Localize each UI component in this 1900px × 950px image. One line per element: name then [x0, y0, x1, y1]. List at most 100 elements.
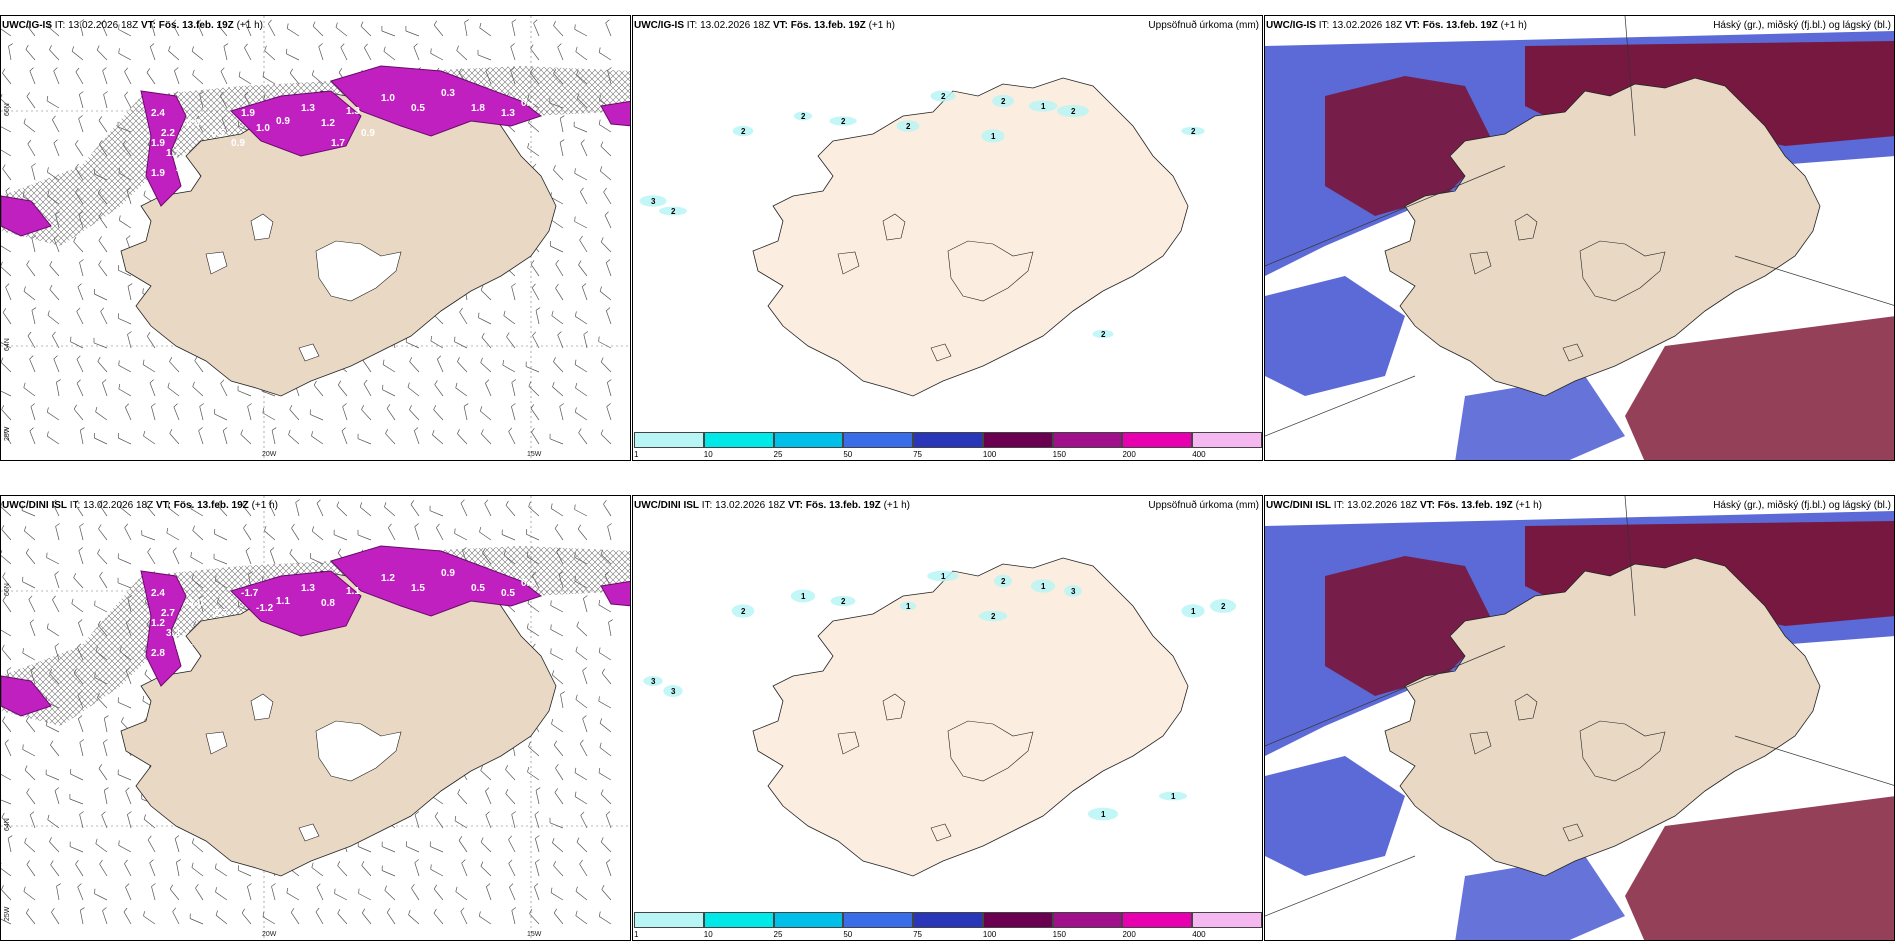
precip-patch	[732, 125, 754, 137]
wind-barb	[527, 143, 540, 157]
wind-barb	[582, 667, 588, 685]
precip-amount-label: 2	[1001, 577, 1006, 586]
wind-barb	[220, 379, 228, 397]
colorbar-tick-label: 75	[913, 930, 923, 939]
precip-value-label: 0.2	[521, 98, 535, 109]
precip-amount-label: 3	[671, 687, 676, 696]
precip-value-label: 2.2	[161, 128, 175, 139]
wind-barb	[528, 501, 540, 517]
wind-barb	[511, 907, 517, 925]
wind-barb	[598, 47, 612, 61]
wind-barb	[23, 286, 36, 301]
wind-barb	[549, 817, 564, 829]
wind-barb	[191, 838, 204, 853]
precip-blob	[330, 65, 543, 137]
glacier-outline	[1579, 720, 1666, 782]
wind-barb	[79, 19, 85, 37]
wind-barb	[1, 629, 12, 637]
wind-barb	[433, 908, 444, 925]
wind-barb	[574, 216, 588, 229]
wind-barb	[511, 19, 517, 37]
wind-barb	[217, 20, 228, 37]
wind-barb	[478, 312, 492, 325]
wind-barb	[429, 841, 444, 853]
wind-barb	[46, 431, 60, 445]
wind-barb	[598, 647, 612, 661]
wind-barb	[337, 908, 348, 925]
wind-barb	[172, 547, 180, 565]
wind-barb	[245, 547, 252, 565]
wind-barb	[525, 361, 540, 373]
wind-barb	[55, 523, 60, 541]
wind-barb	[506, 332, 516, 349]
wind-barb	[98, 524, 108, 541]
wind-barb	[429, 505, 444, 517]
precip-patch	[830, 595, 856, 607]
precip-amount-label: 2	[1001, 97, 1006, 106]
wind-barb	[117, 432, 132, 445]
wind-barb	[75, 139, 84, 157]
wind-barb	[149, 379, 156, 397]
precip-value-label: 1.0	[256, 123, 270, 134]
map-cloud-igis	[1265, 16, 1894, 460]
precip-value-label: -2.7	[211, 608, 229, 619]
wind-barb	[174, 835, 180, 853]
wind-barb	[76, 355, 84, 373]
wind-barb	[434, 812, 444, 829]
wind-barb	[553, 165, 564, 181]
panel-cloud-dini: UWC/DINI ISL IT: 13.02.2026 18Z VT: Fös.…	[1264, 495, 1895, 941]
wind-barb	[98, 116, 108, 133]
wind-barb	[103, 715, 109, 733]
colorbar-segment	[773, 912, 844, 928]
wind-barb	[167, 382, 180, 397]
wind-barb	[598, 696, 612, 709]
wind-barb	[505, 500, 516, 517]
wind-barb	[387, 523, 396, 541]
wind-barb	[147, 835, 156, 853]
wind-barb	[190, 552, 204, 565]
wind-barb	[169, 357, 180, 373]
precip-patch	[1158, 791, 1188, 801]
colorbar-tick-label: 200	[1122, 930, 1136, 939]
wind-barb	[457, 357, 468, 373]
precip-value-label: 2.4	[151, 588, 165, 599]
wind-barb	[77, 283, 84, 301]
wind-barb	[386, 908, 396, 925]
wind-barb	[79, 739, 85, 757]
wind-barb	[78, 91, 84, 109]
wind-barb	[147, 547, 156, 565]
wind-barb	[291, 523, 300, 541]
wind-barb	[71, 598, 84, 613]
wind-barb	[508, 859, 516, 877]
wind-barb	[599, 166, 612, 181]
wind-barb	[511, 811, 517, 829]
wind-barb	[78, 115, 84, 133]
wind-barb	[190, 503, 204, 517]
wind-barb	[505, 788, 516, 805]
wind-barb	[102, 379, 108, 397]
wind-barb	[51, 907, 60, 925]
wind-barb	[217, 500, 228, 517]
wind-barb	[405, 841, 420, 853]
wind-barb	[78, 547, 84, 565]
wind-barb	[533, 19, 540, 37]
wind-barb	[223, 43, 229, 61]
wind-barb	[289, 68, 300, 85]
wind-barb	[485, 787, 492, 805]
wind-barb	[385, 429, 396, 445]
wind-barb	[534, 811, 540, 829]
wind-barb	[535, 859, 540, 877]
wind-barb	[557, 331, 564, 349]
wind-barb	[479, 22, 492, 37]
wind-barb	[601, 668, 612, 685]
wind-barb	[1, 524, 12, 541]
colorbar-tick-label: 200	[1122, 450, 1136, 459]
wind-barb	[336, 501, 348, 517]
wind-barb	[553, 861, 564, 877]
precip-value-label: 1.2	[151, 618, 165, 629]
wind-barb	[97, 356, 108, 373]
colorbar-segment	[1052, 912, 1123, 928]
wind-barb	[23, 526, 36, 541]
precip-amount-label: 1	[1041, 102, 1046, 111]
wind-barb	[2, 596, 12, 613]
